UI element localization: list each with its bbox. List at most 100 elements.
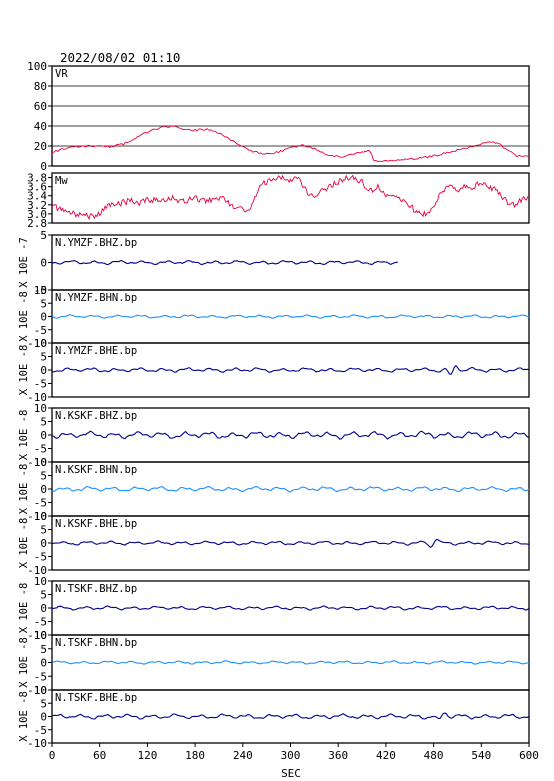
x-tick-label: 0 [49, 749, 56, 762]
y-tick-label: -5 [34, 616, 47, 629]
x-tick-label: 420 [376, 749, 396, 762]
series-line [51, 430, 530, 440]
y-axis-label: X 10E -8 [18, 518, 30, 569]
series-label: N.KSKF.BHZ.bp [55, 410, 137, 422]
y-axis-label: X 10E -8 [18, 691, 30, 742]
y-tick-label: 0 [40, 602, 47, 615]
y-tick-label: 3.2 [27, 199, 47, 212]
y-tick-label: 2.8 [27, 217, 47, 230]
y-tick-label: 5 [40, 470, 47, 483]
y-tick-label: 100 [27, 60, 47, 73]
y-tick-label: 0 [40, 257, 47, 270]
y-tick-label: 0 [40, 311, 47, 324]
y-tick-label: 5 [40, 229, 47, 242]
y-tick-label: 10 [34, 684, 47, 697]
series-label: N.TSKF.BHE.bp [55, 692, 137, 704]
x-tick-label: 240 [233, 749, 253, 762]
series-line [51, 125, 530, 162]
series-line [51, 538, 530, 548]
series-line [51, 314, 530, 319]
series-label: N.KSKF.BHN.bp [55, 464, 137, 476]
y-tick-label: 10 [34, 284, 47, 297]
panel-9: -10-505 10 N.TSKF.BHZ.bp X 10E -8 [18, 575, 530, 642]
y-axis-label: X 10E -8 [18, 345, 30, 396]
series-line [51, 712, 530, 720]
y-tick-label: 20 [34, 140, 47, 153]
y-tick-label: -10 [27, 629, 47, 642]
y-tick-label: -5 [34, 324, 47, 337]
y-tick-label: 3.8 [27, 172, 47, 185]
y-axis-label: X 10E -8 [18, 637, 30, 688]
series-label: N.TSKF.BHZ.bp [55, 583, 137, 595]
y-tick-label: 5 [40, 416, 47, 429]
y-tick-label: -10 [27, 684, 47, 697]
y-tick-label: 5 [40, 589, 47, 602]
series-line [51, 605, 530, 611]
series-label: N.YMZF.BHN.bp [55, 292, 137, 304]
series-line [51, 174, 530, 221]
y-tick-label: 0 [40, 429, 47, 442]
y-tick-label: -10 [27, 391, 47, 404]
y-tick-label: 3.0 [27, 208, 47, 221]
x-tick-label: 540 [471, 749, 491, 762]
panel-1: 0 20 40 60 80 100 VR [27, 60, 530, 173]
x-tick-label: 300 [281, 749, 301, 762]
series-line [51, 260, 398, 266]
y-axis-label: X 10E -8 [18, 464, 30, 515]
x-tick-label: 480 [424, 749, 444, 762]
y-tick-label: 40 [34, 120, 47, 133]
y-tick-label: -10 [27, 456, 47, 469]
y-tick-label: 5 [40, 351, 47, 364]
y-tick-label: 0 [40, 160, 47, 173]
series-line [51, 660, 530, 665]
y-tick-label: -5 [34, 551, 47, 564]
y-tick-label: 5 [40, 297, 47, 310]
y-tick-label: 80 [34, 80, 47, 93]
series-label: N.YMZF.BHE.bp [55, 345, 137, 357]
panel-2: 2.83.03.23.43.63.8 Mw [27, 172, 530, 230]
y-tick-label: -5 [34, 378, 47, 391]
y-tick-label: -10 [27, 737, 47, 750]
y-tick-label: 5 [40, 643, 47, 656]
x-tick-label: 120 [137, 749, 157, 762]
x-tick-label: 360 [328, 749, 348, 762]
series-line [51, 485, 530, 493]
y-tick-label: -10 [27, 510, 47, 523]
y-tick-label: 0 [40, 483, 47, 496]
y-tick-label: -5 [34, 724, 47, 737]
y-tick-label: 10 [34, 402, 47, 415]
panel-frame [51, 172, 530, 224]
x-tick-label: 60 [93, 749, 106, 762]
y-tick-label: -5 [34, 443, 47, 456]
y-tick-label: -5 [34, 497, 47, 510]
y-tick-label: 0 [40, 657, 47, 670]
y-tick-label: -5 [34, 284, 47, 297]
y-tick-label: 10 [34, 456, 47, 469]
y-tick-label: 3.6 [27, 181, 47, 194]
y-tick-label: 10 [34, 629, 47, 642]
y-tick-label: 0 [40, 711, 47, 724]
y-tick-label: -5 [34, 670, 47, 683]
y-tick-label: -10 [27, 564, 47, 577]
series-label: Mw [55, 175, 68, 187]
y-tick-label: 10 [34, 510, 47, 523]
y-tick-label: 10 [34, 337, 47, 350]
y-tick-label: 3.4 [27, 190, 47, 203]
x-tick-label: 600 [519, 749, 539, 762]
series-label: N.KSKF.BHE.bp [55, 518, 137, 530]
y-axis-label: X 10E -8 [18, 583, 30, 634]
y-tick-label: 60 [34, 100, 47, 113]
y-axis-label: X 10E -8 [18, 291, 30, 342]
panel-frame [51, 65, 530, 167]
series-label: VR [55, 68, 68, 80]
y-axis-label: X 10E -7 [18, 237, 30, 288]
x-axis-label: SEC [281, 767, 301, 780]
series-line [51, 364, 530, 375]
